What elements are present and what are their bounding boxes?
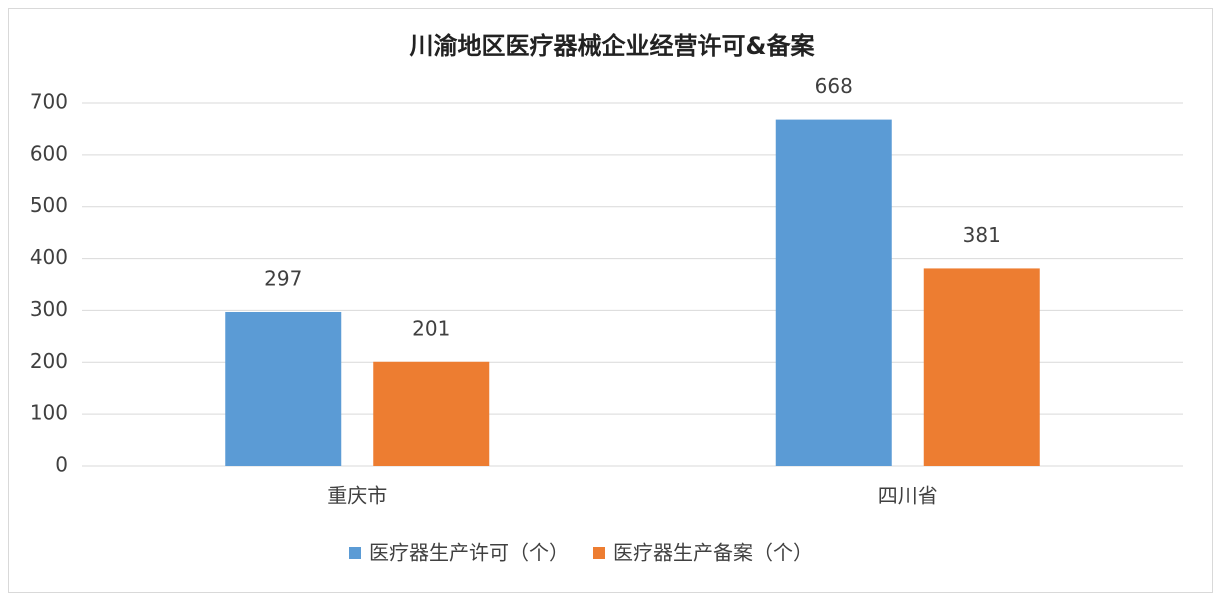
legend-swatch [593,547,605,559]
bar [373,361,490,466]
x-tick-label: 重庆市 [327,484,387,508]
y-tick-label: 100 [30,401,68,425]
value-label: 668 [815,74,853,98]
bar [775,119,892,466]
value-label: 297 [264,266,302,290]
bar [225,311,342,466]
legend-swatch [349,547,361,559]
y-tick-label: 200 [30,349,68,373]
bar [923,268,1040,466]
legend-label: 医疗器生产许可（个） [369,541,569,565]
y-tick-label: 500 [30,193,68,217]
y-tick-label: 700 [30,90,68,114]
y-tick-label: 300 [30,297,68,321]
value-label: 201 [412,316,450,340]
legend-label: 医疗器生产备案（个） [613,541,813,565]
x-tick-label: 四川省 [878,484,938,508]
y-tick-label: 400 [30,245,68,269]
value-label: 381 [963,223,1001,247]
y-tick-label: 0 [55,453,68,477]
y-tick-label: 600 [30,141,68,165]
chart-title: 川渝地区医疗器械企业经营许可&备案 [410,32,816,60]
